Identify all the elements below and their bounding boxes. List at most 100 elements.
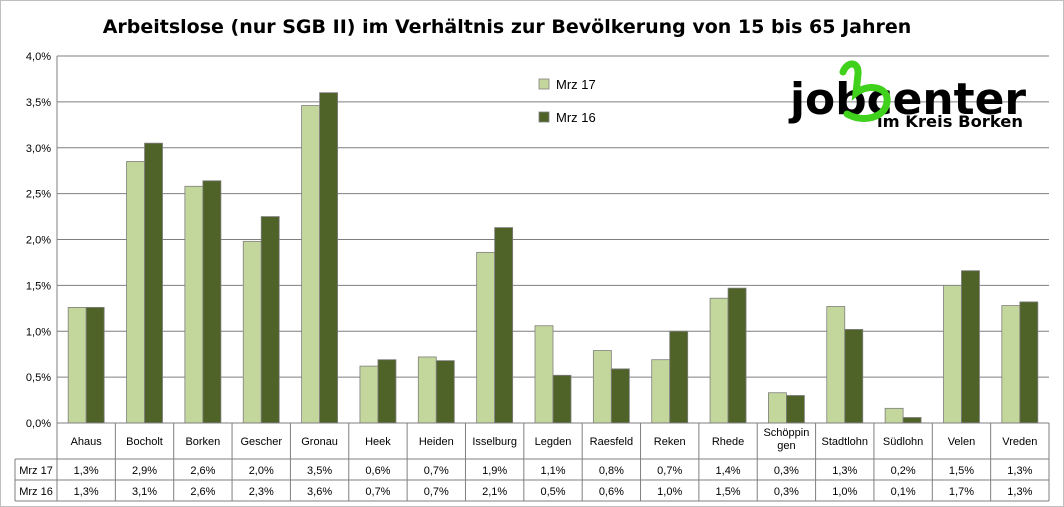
table-cell-value: 1,9% (482, 465, 507, 477)
y-axis-ticks: 0,0% 0,5% 1,0% 1,5% 2,0% 2,5% 3,0% 3,5% 4,0% (26, 51, 51, 430)
category-label: Heek (365, 436, 391, 448)
legend-swatch (538, 111, 550, 123)
category-label: Ahaus (71, 436, 103, 448)
bar-mrz17 (242, 240, 262, 424)
category-label: Stadtlohn (822, 436, 868, 448)
table-cell-value: 0,8% (599, 465, 624, 477)
logo-wordmark: jobcenter (788, 74, 1026, 125)
table-cell-value: 1,3% (1007, 486, 1032, 498)
y-tick-label: 2,0% (26, 235, 51, 247)
bar-mrz16 (435, 360, 455, 424)
bar-mrz17 (67, 306, 87, 424)
table-cell-value: 1,3% (1007, 465, 1032, 477)
logo-subtitle: im Kreis Borken (877, 112, 1023, 131)
category-label: Schöppin gen (763, 427, 809, 452)
bar-mrz16 (260, 216, 280, 424)
category-label: Südlohn (883, 436, 923, 448)
bars (67, 92, 1039, 424)
bar-mrz17 (534, 325, 554, 424)
category-label: Gescher (240, 436, 282, 448)
bar-mrz17 (884, 407, 904, 424)
table-series-label: Mrz 16 (19, 486, 53, 498)
bar-mrz17 (1001, 305, 1021, 424)
bar-mrz17 (417, 356, 437, 424)
y-tick-label: 0,0% (26, 418, 51, 430)
data-table: Ahaus Bocholt Borken Gescher Gronau Heek Heide… (14, 422, 1050, 502)
table-cell-value: 0,7% (657, 465, 682, 477)
table-cell-value: 0,6% (599, 486, 624, 498)
table-cell-value: 0,3% (774, 465, 799, 477)
table-series-label: Mrz 17 (19, 465, 53, 477)
bar-mrz16 (727, 287, 747, 424)
table-cell-value: 2,0% (249, 465, 274, 477)
table-cell-value: 1,7% (949, 486, 974, 498)
bar-mrz16 (377, 359, 397, 424)
table-cell-value: 2,3% (249, 486, 274, 498)
bar-mrz16 (202, 180, 222, 424)
chart-title: Arbeitslose (nur SGB II) im Verhältnis z… (103, 16, 912, 38)
table-cell-value: 0,1% (891, 486, 916, 498)
bar-mrz17 (592, 350, 612, 424)
category-label: Rhede (712, 436, 744, 448)
bar-mrz17 (768, 392, 787, 424)
table-cell-value: 1,5% (949, 465, 974, 477)
table-cell-value: 3,6% (307, 486, 332, 498)
bar-mrz17 (709, 297, 729, 424)
bar-mrz16 (144, 142, 163, 424)
legend-label: Mrz 16 (556, 110, 596, 125)
table-cell-value: 0,7% (365, 486, 390, 498)
table-cell-value: 2,9% (132, 465, 157, 477)
bar-mrz16 (961, 270, 980, 424)
table-cell-value: 1,4% (716, 465, 741, 477)
category-label: Isselburg (472, 436, 517, 448)
y-tick-label: 3,5% (26, 97, 51, 109)
y-tick-label: 0,5% (26, 372, 51, 384)
category-label: Reken (654, 436, 686, 448)
category-label: Borken (185, 436, 220, 448)
bar-mrz17 (651, 359, 671, 424)
category-label: Velen (948, 436, 976, 448)
legend-swatch (538, 78, 550, 90)
bar-mrz16 (85, 306, 105, 424)
table-cell-value: 1,3% (832, 465, 857, 477)
y-tick-label: 4,0% (26, 51, 51, 63)
y-tick-label: 3,0% (26, 143, 51, 155)
legend-label: Mrz 17 (556, 77, 596, 92)
bar-mrz16 (844, 329, 864, 424)
table-cell-value: 3,5% (307, 465, 332, 477)
category-label: Heiden (419, 436, 454, 448)
y-tick-label: 1,5% (26, 280, 51, 292)
y-tick-label: 1,0% (26, 326, 51, 338)
bar-mrz17 (184, 185, 204, 424)
category-label: Raesfeld (590, 436, 633, 448)
bar-mrz16 (319, 92, 338, 424)
category-label: Bocholt (126, 436, 163, 448)
bar-mrz16 (1019, 301, 1039, 424)
logo-swoosh (839, 60, 891, 122)
bar-mrz16 (669, 330, 689, 424)
jobcenter-logo: jobcenter im Kreis Borken (788, 60, 1026, 131)
category-label: Legden (535, 436, 572, 448)
legend: Mrz 17 Mrz 16 (538, 77, 596, 125)
table-cell-value: 1,3% (74, 465, 99, 477)
table-cell-value: 1,1% (540, 465, 565, 477)
bar-mrz16 (610, 368, 630, 424)
table-cell-value: 3,1% (132, 486, 157, 498)
table-cell-value: 2,6% (190, 465, 215, 477)
bar-mrz17 (943, 284, 962, 424)
table-cell-value: 1,3% (74, 486, 99, 498)
bar-mrz16 (902, 417, 922, 424)
table-cell-value: 1,0% (657, 486, 682, 498)
table-cell-value: 0,7% (424, 486, 449, 498)
bar-mrz17 (359, 365, 379, 424)
table-cell-value: 1,0% (832, 486, 857, 498)
bar-mrz16 (494, 227, 514, 424)
table-cell-value: 0,2% (891, 465, 916, 477)
table-cell-value: 2,6% (190, 486, 215, 498)
table-cell-value: 2,1% (482, 486, 507, 498)
table-cell-value: 0,6% (365, 465, 390, 477)
table-cell-value: 0,7% (424, 465, 449, 477)
table-cell-value: 1,5% (716, 486, 741, 498)
